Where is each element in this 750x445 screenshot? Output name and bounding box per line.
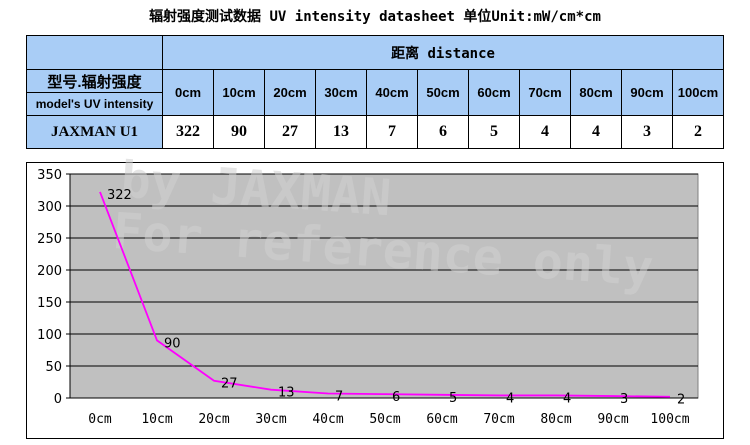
x-tick-label: 20cm (198, 412, 229, 427)
intensity-value-cell: 6 (417, 115, 469, 149)
x-tick-label: 30cm (255, 412, 286, 427)
intensity-value-cell: 3 (621, 115, 673, 149)
y-tick-label: 250 (37, 232, 62, 247)
model-label-cn: 型号.辐射强度 (26, 69, 163, 93)
data-label: 90 (164, 336, 181, 351)
datasheet-table: 距离 distance 型号.辐射强度 0cm 10cm 20cm 30cm 4… (26, 35, 725, 149)
distance-cell: 40cm (366, 69, 418, 116)
distance-cell: 80cm (570, 69, 622, 116)
x-tick-label: 0cm (88, 412, 112, 427)
data-label: 27 (221, 377, 238, 392)
chart-frame (26, 162, 724, 439)
data-label: 3 (620, 392, 628, 407)
y-tick-label: 200 (37, 264, 62, 279)
x-tick-label: 80cm (540, 412, 571, 427)
y-tick-label: 350 (37, 168, 62, 183)
data-label: 13 (278, 386, 295, 401)
intensity-value-cell: 13 (315, 115, 367, 149)
model-label-en: model's UV intensity (26, 92, 163, 116)
model-name-cell: JAXMAN U1 (26, 115, 163, 149)
distance-cell: 0cm (162, 69, 214, 116)
chart-title: 辐射强度测试数据 UV intensity datasheet 单位Unit:m… (149, 9, 601, 25)
intensity-value-cell: 322 (162, 115, 214, 149)
x-tick-label: 10cm (141, 412, 172, 427)
distance-cell: 70cm (519, 69, 571, 116)
intensity-value-cell: 27 (264, 115, 316, 149)
intensity-value-cell: 90 (213, 115, 265, 149)
distance-cell: 90cm (621, 69, 673, 116)
y-tick-label: 150 (37, 296, 62, 311)
distance-cell: 10cm (213, 69, 265, 116)
intensity-value-cell: 4 (519, 115, 571, 149)
intensity-value-cell: 4 (570, 115, 622, 149)
data-label: 322 (107, 188, 132, 203)
distance-cell: 20cm (264, 69, 316, 116)
distance-cell: 30cm (315, 69, 367, 116)
data-label: 5 (449, 391, 457, 406)
x-tick-label: 100cm (650, 412, 689, 427)
series-line (99, 191, 671, 398)
data-label: 4 (563, 391, 571, 406)
y-tick-label: 50 (45, 360, 62, 375)
data-label: 4 (506, 391, 514, 406)
y-tick-label: 100 (37, 328, 62, 343)
x-tick-label: 70cm (483, 412, 514, 427)
x-tick-label: 50cm (369, 412, 400, 427)
data-label: 2 (677, 393, 685, 408)
y-tick-label: 300 (37, 200, 62, 215)
data-label: 7 (335, 390, 343, 405)
data-label: 6 (392, 390, 400, 405)
x-tick-label: 60cm (426, 412, 457, 427)
plot-area (69, 173, 699, 399)
y-tick-label: 0 (54, 392, 62, 407)
intensity-value-cell: 2 (671, 115, 725, 149)
intensity-value-cell: 7 (366, 115, 418, 149)
x-tick-label: 40cm (312, 412, 343, 427)
intensity-value-cell: 5 (468, 115, 520, 149)
x-tick-label: 90cm (597, 412, 628, 427)
